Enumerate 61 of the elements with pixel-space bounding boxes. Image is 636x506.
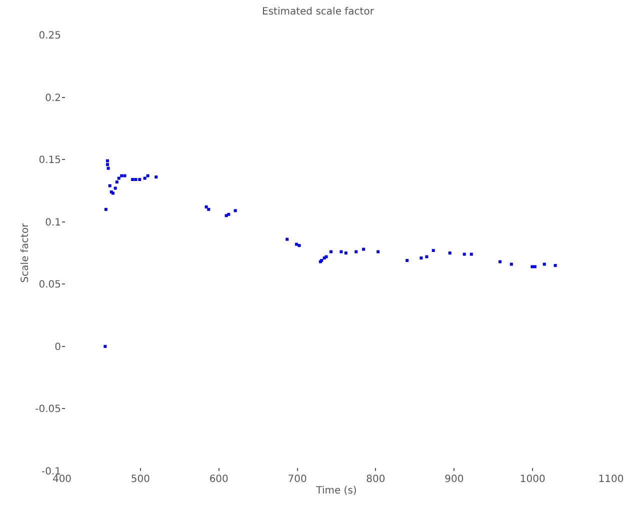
point [376, 250, 380, 254]
point [542, 262, 546, 266]
point [234, 209, 237, 212]
point [470, 252, 473, 256]
point [104, 344, 107, 348]
point [143, 176, 146, 180]
point [330, 250, 333, 254]
point [295, 242, 298, 246]
x-tick-label: 600 [209, 474, 228, 485]
point [362, 248, 366, 251]
point [227, 212, 230, 216]
y-tick-label: 0.05 [38, 280, 61, 291]
point [108, 184, 112, 188]
x-tick-label: 700 [288, 474, 307, 485]
point [533, 265, 536, 268]
point [106, 166, 110, 170]
x-axis-title: Time (s) [315, 486, 357, 496]
point [131, 178, 134, 181]
point [114, 186, 117, 190]
point [462, 252, 466, 256]
point [425, 255, 428, 258]
y-tick-label: 0 [54, 342, 61, 353]
point [134, 178, 138, 181]
point [123, 174, 126, 178]
y-tick-label: 0.15 [38, 155, 61, 166]
x-tick-label: 1100 [598, 474, 624, 485]
point [340, 250, 343, 254]
x-tick-label: 900 [444, 474, 464, 485]
point [120, 174, 124, 178]
point [207, 208, 210, 211]
point [298, 244, 301, 248]
point [146, 174, 150, 178]
point [510, 262, 513, 266]
chart-title: Estimated scale factor [262, 6, 375, 18]
point [154, 176, 158, 179]
x-tick-label: 800 [366, 474, 386, 485]
point [115, 180, 118, 184]
y-axis-title: Scale factor [20, 222, 32, 283]
point [554, 264, 557, 267]
y-tick-label: 0.1 [45, 217, 61, 228]
x-tick-label: 400 [52, 474, 72, 485]
point [420, 256, 423, 260]
point [286, 238, 289, 241]
point [448, 252, 452, 254]
point [138, 178, 142, 181]
x-tick-label: 500 [130, 474, 150, 485]
point [106, 159, 109, 162]
y-tick-label: 0.2 [45, 92, 61, 104]
point [406, 258, 409, 262]
point [530, 265, 534, 268]
point [498, 260, 502, 264]
point [204, 205, 208, 208]
x-tick-label: 1000 [520, 474, 546, 485]
point [432, 249, 435, 252]
y-tick-label: 0.25 [38, 30, 61, 42]
point [104, 208, 108, 211]
y-tick-label: -0.05 [35, 404, 61, 416]
point [106, 163, 109, 166]
point [117, 176, 120, 180]
point [344, 252, 348, 254]
point [354, 250, 358, 254]
